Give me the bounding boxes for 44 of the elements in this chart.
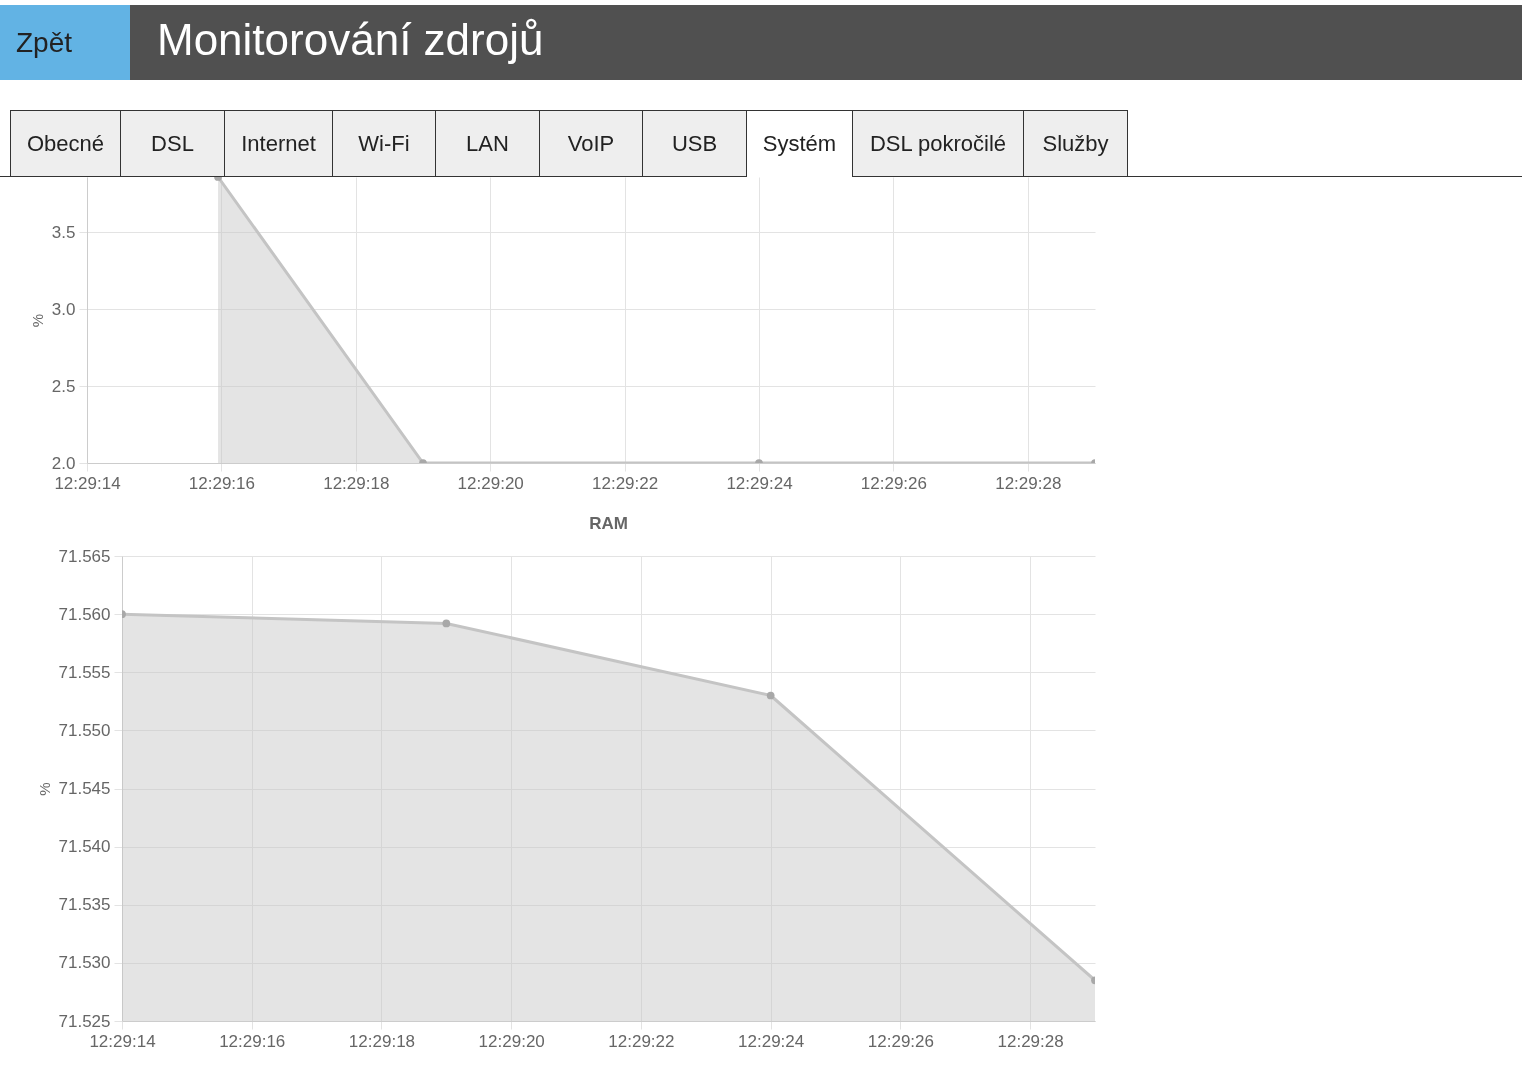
x-tick-label: 12:29:26 — [867, 1031, 934, 1051]
x-tick-label: 12:29:24 — [726, 473, 793, 493]
text: LAN — [435, 110, 540, 176]
text: Wi-Fi — [332, 110, 436, 176]
y-tick-label: 2.0 — [51, 453, 76, 473]
x-tick-label: 12:29:24 — [738, 1031, 805, 1051]
y-axis-title: % — [28, 313, 46, 328]
y-tick-label: 71.550 — [58, 720, 111, 740]
x-tick-label: 12:29:26 — [860, 473, 927, 493]
y-axis-title: % — [35, 782, 53, 796]
text: Zpět — [0, 5, 130, 80]
x-tick-label: 12:29:28 — [997, 1031, 1064, 1051]
y-tick-label: 71.545 — [58, 779, 111, 798]
x-tick-label: 12:29:18 — [348, 1031, 416, 1051]
y-tick-label: 3.5 — [51, 222, 76, 242]
x-tick-label: 12:29:20 — [478, 1031, 545, 1051]
y-tick-label: 71.565 — [58, 546, 111, 566]
x-tick-label: 12:29:22 — [608, 1031, 675, 1051]
text: DSL pokročilé — [852, 110, 1024, 176]
text: DSL — [120, 110, 225, 176]
x-tick-label: 12:29:14 — [89, 1031, 156, 1051]
y-tick-label: 3.0 — [51, 299, 76, 319]
y-tick-label: 71.560 — [58, 604, 111, 624]
text: Obecné — [10, 110, 121, 176]
text: Monitorování zdrojů — [157, 14, 544, 66]
y-tick-label: 71.540 — [58, 837, 111, 857]
x-tick-label: 12:29:16 — [219, 1031, 286, 1051]
y-tick-label: 71.535 — [58, 895, 111, 915]
x-tick-label: 12:29:14 — [54, 473, 121, 493]
text: VoIP — [539, 110, 643, 176]
x-tick-label: 12:29:22 — [592, 473, 659, 493]
y-tick-label: 2.5 — [51, 376, 76, 396]
y-tick-label: 71.555 — [58, 662, 111, 682]
chart-title: RAM — [589, 514, 628, 533]
x-tick-label: 12:29:28 — [995, 473, 1062, 493]
y-tick-label: 71.530 — [58, 953, 111, 973]
y-tick-label: 71.525 — [58, 1011, 111, 1031]
text: Služby — [1023, 110, 1128, 176]
text: USB — [642, 110, 747, 176]
text: Internet — [224, 110, 333, 176]
x-tick-label: 12:29:18 — [323, 473, 390, 493]
x-tick-label: 12:29:20 — [457, 473, 524, 493]
text: Systém — [746, 110, 853, 177]
x-tick-label: 12:29:16 — [188, 473, 255, 493]
